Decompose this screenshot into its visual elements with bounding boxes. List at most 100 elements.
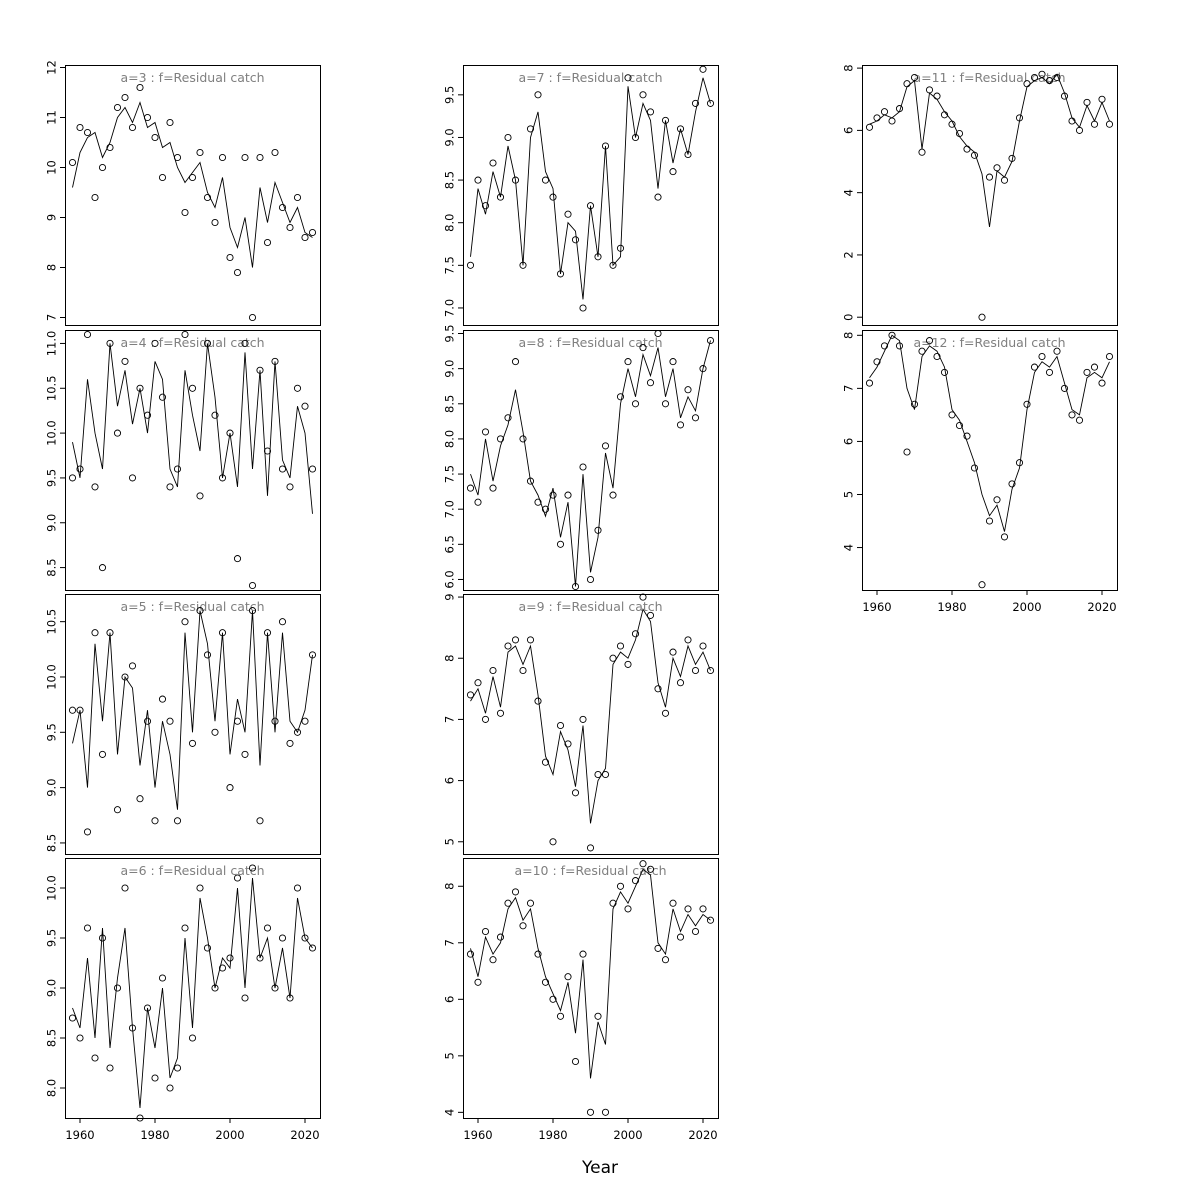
y-tick-label: 8 <box>443 883 457 890</box>
data-point <box>511 176 520 184</box>
y-tick-label: 7.5 <box>443 465 457 483</box>
plot-box <box>463 65 719 326</box>
data-point <box>128 662 137 670</box>
data-points <box>68 864 317 1122</box>
data-point <box>278 203 287 212</box>
data-point <box>481 202 490 210</box>
data-point <box>601 1108 610 1116</box>
data-point <box>616 393 625 401</box>
data-point <box>113 984 122 992</box>
data-point <box>1075 126 1084 134</box>
y-tick-label: 8 <box>443 655 457 662</box>
panel-title: a=6 : f=Residual catch <box>120 863 264 878</box>
data-point <box>579 715 587 723</box>
data-point <box>1038 70 1046 78</box>
data-point <box>699 905 707 913</box>
data-point <box>940 111 949 119</box>
data-point <box>188 739 197 747</box>
fit-line <box>72 101 313 268</box>
y-axis: 8.5 9.0 9.5 10.0 10.5 <box>45 609 65 852</box>
panel-title: a=12 : f=Residual catch <box>913 335 1065 350</box>
x-tick-label: 1980 <box>538 1128 567 1142</box>
data-point <box>1038 352 1046 361</box>
data-point <box>579 463 587 471</box>
data-point <box>173 1064 182 1072</box>
y-tick-label: 5 <box>842 491 856 498</box>
data-point <box>895 342 904 350</box>
data-point <box>106 1064 114 1072</box>
x-axis: 1960 1980 2000 2020 <box>65 1118 320 1142</box>
data-point <box>241 750 249 758</box>
data-point <box>963 145 971 153</box>
data-point <box>1060 92 1069 100</box>
data-point <box>76 123 84 132</box>
data-point <box>1045 77 1054 85</box>
y-tick-label: 6 <box>842 127 856 134</box>
data-point <box>271 717 279 725</box>
data-point <box>586 844 595 852</box>
data-point <box>639 860 647 868</box>
data-points <box>68 330 317 590</box>
data-point <box>669 899 677 907</box>
y-tick-label: 7 <box>45 314 59 321</box>
panel-a8: 6.0 6.5 7.0 7.5 8.0 8.5 9.0 9.5 a=8 : f=Residual… <box>443 324 719 591</box>
x-tick-label: 2020 <box>688 1128 717 1142</box>
data-point <box>151 133 159 142</box>
y-tick-label: 4 <box>842 544 856 551</box>
data-point <box>263 924 272 932</box>
data-point <box>91 629 99 637</box>
data-point <box>278 465 287 473</box>
y-tick-label: 9.5 <box>45 929 59 947</box>
data-point <box>1075 416 1084 424</box>
data-point <box>136 384 144 392</box>
data-point <box>699 65 707 73</box>
data-point <box>631 133 640 142</box>
data-point <box>1060 384 1069 392</box>
data-point <box>586 202 595 210</box>
data-point <box>676 125 685 133</box>
data-point <box>661 400 670 408</box>
data-point <box>624 905 632 913</box>
data-point <box>993 496 1001 504</box>
data-point <box>556 540 565 548</box>
data-point <box>564 740 572 748</box>
data-point <box>616 244 625 252</box>
data-point <box>106 143 114 152</box>
data-point <box>1068 117 1076 125</box>
y-axis: 8.0 8.5 9.0 9.5 10.0 <box>45 875 65 1097</box>
data-point <box>136 83 144 92</box>
data-point <box>661 116 670 124</box>
y-tick-label: 8.5 <box>443 171 457 189</box>
data-point <box>256 954 264 962</box>
data-point <box>248 313 257 322</box>
data-point <box>541 978 550 986</box>
data-point <box>91 1054 99 1062</box>
data-point <box>706 99 715 107</box>
y-axis: 8.5 9.0 9.5 10.0 10.5 11.0 <box>45 331 65 577</box>
fit-line <box>869 334 1110 532</box>
data-point <box>526 636 535 644</box>
data-point <box>474 978 482 986</box>
data-point <box>106 339 114 347</box>
data-point <box>519 261 527 269</box>
data-point <box>661 956 670 964</box>
data-point <box>1105 352 1114 361</box>
panel-title: a=5 : f=Residual catch <box>120 599 264 614</box>
panel-a12: 4 5 6 7 8 1960 1980 2000 2020 a=12 : f=Residual c… <box>842 330 1118 614</box>
data-point <box>955 421 964 430</box>
y-tick-label: 8 <box>842 64 856 71</box>
data-point <box>549 491 557 499</box>
y-tick-label: 9.0 <box>45 778 59 796</box>
data-point <box>188 173 197 182</box>
data-point <box>226 784 234 792</box>
data-point <box>631 400 640 408</box>
data-point <box>128 474 137 482</box>
data-point <box>1098 379 1106 387</box>
data-point <box>248 864 257 872</box>
fit-line <box>869 73 1110 227</box>
data-point <box>203 944 212 952</box>
data-point <box>308 944 317 952</box>
data-point <box>121 673 129 681</box>
data-point <box>113 806 122 814</box>
